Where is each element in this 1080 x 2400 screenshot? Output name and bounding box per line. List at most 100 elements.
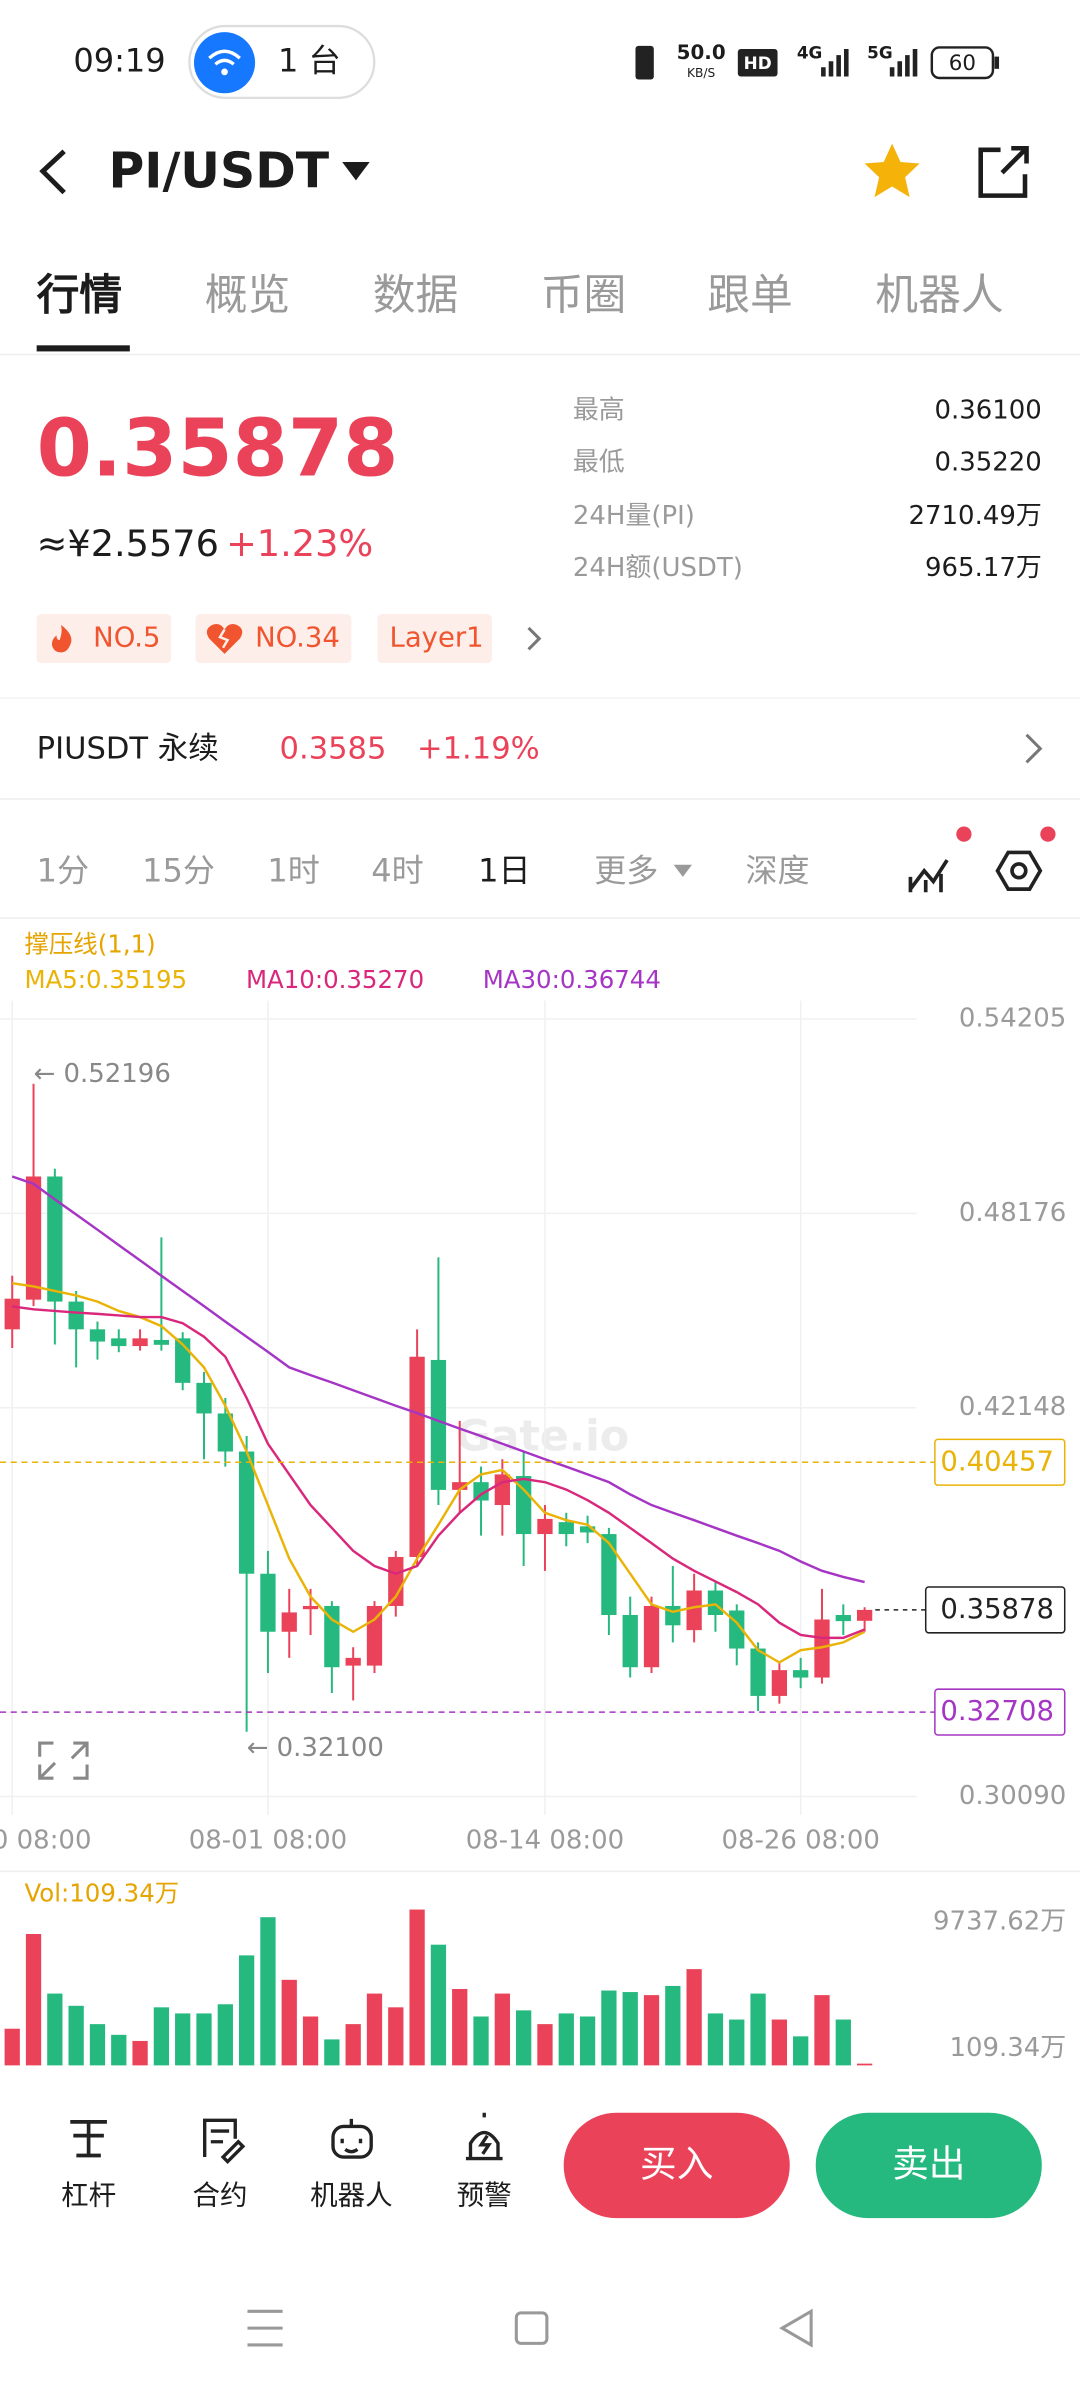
- price-line-box: [924, 1586, 1066, 1634]
- hotspot-count: 1 台: [278, 42, 341, 80]
- sell-button[interactable]: [815, 2112, 1042, 2219]
- interval[interactable]: 更多: [594, 851, 658, 889]
- favorite-star[interactable]: [864, 143, 920, 198]
- candle-body: [473, 1482, 489, 1501]
- volume-bar: [729, 2019, 745, 2066]
- volume-bar: [132, 2040, 148, 2066]
- tag-label[interactable]: NO.34: [255, 622, 340, 654]
- interval[interactable]: 1时: [267, 851, 319, 889]
- candle-body: [132, 1338, 148, 1347]
- candle-body: [4, 1298, 20, 1330]
- volume-bar: [665, 1985, 681, 2066]
- hd-badge: [737, 48, 778, 77]
- candle-body: [856, 1609, 873, 1621]
- volume-bar: [260, 1917, 276, 2066]
- candle-body: [643, 1605, 660, 1668]
- stat-value: 0.36100: [934, 396, 1041, 426]
- back-button[interactable]: [39, 149, 66, 195]
- candle-body: [814, 1619, 830, 1678]
- tab[interactable]: 行情: [37, 270, 123, 320]
- volume-bar: [579, 2016, 596, 2066]
- tab[interactable]: 数据: [373, 270, 459, 320]
- nav-back[interactable]: [779, 2308, 813, 2348]
- robot-face: [340, 2118, 363, 2154]
- contract-icon[interactable]: [203, 2118, 246, 2164]
- pair-dropdown[interactable]: [342, 162, 370, 181]
- buy-button[interactable]: [563, 2112, 790, 2219]
- volume-bar: [793, 2036, 809, 2066]
- wifi-icon: [208, 49, 241, 66]
- tool-label[interactable]: 机器人: [310, 2180, 392, 2212]
- net-speed-unit: KB/S: [687, 66, 716, 80]
- buy-label[interactable]: 买入: [640, 2143, 713, 2186]
- candle-body: [68, 1301, 84, 1330]
- settings-button[interactable]: [995, 850, 1043, 891]
- tab[interactable]: 概览: [205, 270, 291, 320]
- nav-menu[interactable]: [247, 2309, 283, 2347]
- y-tick-label: 0.48176: [959, 1198, 1066, 1228]
- tag-label[interactable]: Layer1: [390, 622, 484, 654]
- tag[interactable]: [377, 614, 492, 664]
- candle-body: [111, 1338, 127, 1347]
- net2-label: 5G: [867, 43, 892, 63]
- price-line-label: 0.35878: [940, 1593, 1054, 1625]
- interval[interactable]: 深度: [745, 851, 809, 889]
- stat-label: 最低: [573, 447, 625, 477]
- battery-level: 60: [949, 51, 976, 76]
- volume-bar: [643, 1995, 660, 2066]
- change-percent: +1.23%: [226, 522, 373, 565]
- volume-bar: [473, 2016, 489, 2066]
- perpetual-arrow[interactable]: [1025, 733, 1043, 764]
- candle-body: [793, 1670, 809, 1678]
- indicator-button[interactable]: [908, 859, 949, 893]
- perpetual-change: +1.19%: [417, 732, 540, 767]
- alert-icon[interactable]: [465, 2112, 503, 2161]
- tag-label[interactable]: NO.5: [93, 622, 160, 654]
- volume-chart: 9737.62万 109.34万: [4, 1906, 1066, 2066]
- candle-body: [238, 1451, 255, 1574]
- volume-bar: [494, 1993, 510, 2066]
- volume-bar: [4, 2028, 20, 2066]
- volume-title: Vol:109.34万: [24, 1878, 179, 1907]
- volume-bar: [771, 2019, 788, 2066]
- perpetual-name[interactable]: PIUSDT 永续: [37, 732, 219, 767]
- candle-body: [153, 1339, 170, 1345]
- sell-label[interactable]: 卖出: [892, 2143, 965, 2186]
- extreme-label: ← 0.32100: [247, 1733, 384, 1763]
- candle-body: [686, 1590, 702, 1631]
- pair-title[interactable]: PI/USDT: [108, 143, 329, 200]
- share-button[interactable]: [978, 145, 1029, 198]
- candle-body: [430, 1359, 447, 1490]
- interval[interactable]: 4时: [371, 851, 423, 889]
- tool-label[interactable]: 合约: [192, 2180, 247, 2212]
- volume-tick-label: 109.34万: [949, 2033, 1066, 2063]
- tab[interactable]: 币圈: [541, 270, 627, 320]
- stat-value: 0.35220: [934, 447, 1041, 477]
- nav-home[interactable]: [514, 2311, 549, 2345]
- signal2: [889, 48, 918, 77]
- interval[interactable]: 15分: [142, 851, 215, 889]
- stat-label: 24H量(PI): [573, 501, 695, 531]
- tool-label[interactable]: 预警: [457, 2180, 512, 2212]
- tags-more[interactable]: [527, 626, 542, 651]
- fire-icon: [51, 624, 72, 653]
- fullscreen-button[interactable]: [38, 1741, 89, 1780]
- volume-bar: [537, 2024, 553, 2066]
- volume-bar: [281, 1979, 297, 2066]
- volume-bar: [750, 1993, 766, 2066]
- y-tick-label: 0.54205: [959, 1003, 1066, 1033]
- candle-body: [601, 1534, 617, 1615]
- interval[interactable]: 1分: [37, 851, 89, 889]
- leverage-icon[interactable]: [70, 2120, 107, 2158]
- interval-active[interactable]: 1日: [478, 851, 530, 889]
- tool-label[interactable]: 杠杆: [61, 2180, 116, 2212]
- candle-body: [345, 1657, 361, 1666]
- tab[interactable]: 机器人: [875, 270, 1003, 320]
- heart-crack: [218, 628, 230, 649]
- price-line-box: [934, 1438, 1066, 1486]
- tag[interactable]: [36, 614, 172, 664]
- y-tick-label: 0.30090: [959, 1781, 1066, 1811]
- tab[interactable]: 跟单: [707, 270, 793, 320]
- volume-bar: [68, 2005, 84, 2066]
